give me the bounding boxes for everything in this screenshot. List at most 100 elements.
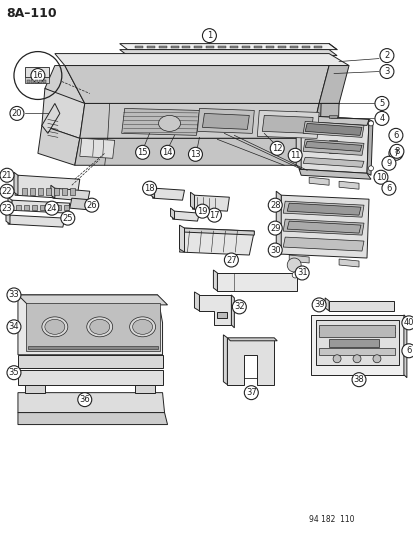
Polygon shape (152, 188, 184, 200)
Polygon shape (213, 270, 217, 291)
Polygon shape (304, 141, 361, 151)
Circle shape (268, 243, 282, 257)
Circle shape (379, 64, 393, 78)
Circle shape (244, 386, 258, 400)
Polygon shape (328, 125, 336, 128)
Polygon shape (328, 140, 336, 143)
Polygon shape (172, 211, 199, 221)
Polygon shape (299, 116, 368, 125)
Polygon shape (202, 114, 249, 130)
Polygon shape (328, 150, 336, 154)
Polygon shape (42, 103, 60, 133)
Polygon shape (134, 46, 142, 47)
Circle shape (381, 156, 395, 170)
Circle shape (368, 166, 373, 171)
Circle shape (195, 204, 209, 218)
Polygon shape (290, 46, 297, 47)
Polygon shape (318, 348, 394, 355)
Bar (43, 79, 46, 83)
Circle shape (7, 366, 21, 379)
Text: 4: 4 (378, 114, 384, 123)
Circle shape (372, 355, 380, 363)
Circle shape (31, 69, 45, 83)
Polygon shape (313, 46, 321, 47)
Text: 20: 20 (12, 109, 22, 118)
Circle shape (232, 300, 246, 314)
Polygon shape (80, 139, 114, 158)
Text: 37: 37 (245, 388, 256, 397)
Circle shape (373, 170, 387, 184)
Polygon shape (51, 185, 55, 198)
Polygon shape (42, 88, 85, 139)
Polygon shape (206, 46, 214, 47)
Text: 13: 13 (190, 150, 200, 159)
Circle shape (374, 96, 388, 110)
Polygon shape (179, 228, 254, 255)
Text: 94 182  110: 94 182 110 (309, 515, 354, 524)
Polygon shape (38, 125, 80, 165)
Circle shape (268, 221, 282, 235)
Polygon shape (18, 393, 164, 413)
Polygon shape (18, 295, 162, 355)
Ellipse shape (158, 116, 180, 131)
Circle shape (270, 141, 284, 155)
Polygon shape (199, 295, 231, 325)
Circle shape (7, 320, 21, 334)
Bar (40, 205, 45, 210)
Text: 14: 14 (162, 148, 172, 157)
Polygon shape (8, 215, 65, 227)
Polygon shape (254, 46, 262, 47)
Text: 22: 22 (2, 187, 12, 196)
Circle shape (202, 29, 216, 43)
Circle shape (142, 181, 156, 195)
Text: 7: 7 (392, 149, 398, 158)
Text: 5: 5 (378, 99, 384, 108)
Text: 11: 11 (289, 151, 300, 160)
Polygon shape (150, 185, 154, 198)
Text: 19: 19 (197, 207, 207, 216)
Circle shape (85, 198, 98, 212)
Circle shape (0, 168, 14, 182)
Bar (54, 188, 59, 195)
Polygon shape (289, 255, 309, 263)
Polygon shape (158, 46, 166, 47)
Text: 23: 23 (2, 204, 12, 213)
Polygon shape (328, 339, 378, 347)
Polygon shape (295, 111, 300, 169)
Polygon shape (328, 301, 393, 311)
Circle shape (374, 111, 388, 125)
Text: 33: 33 (9, 290, 19, 300)
Circle shape (368, 121, 373, 126)
Circle shape (352, 355, 360, 363)
Polygon shape (299, 169, 370, 179)
Text: 18: 18 (144, 184, 154, 193)
Bar (48, 205, 53, 210)
Circle shape (78, 393, 92, 407)
Circle shape (45, 201, 59, 215)
Text: 35: 35 (9, 368, 19, 377)
Text: 6: 6 (385, 184, 391, 193)
Polygon shape (170, 208, 174, 219)
Polygon shape (170, 46, 178, 47)
Polygon shape (282, 237, 363, 251)
Circle shape (7, 288, 21, 302)
Ellipse shape (42, 317, 68, 337)
Text: 40: 40 (403, 318, 413, 327)
Text: 6: 6 (405, 346, 411, 356)
Polygon shape (18, 413, 167, 425)
Polygon shape (119, 50, 336, 55)
Text: 36: 36 (79, 395, 90, 404)
Polygon shape (70, 198, 95, 210)
Polygon shape (282, 219, 363, 235)
Polygon shape (184, 228, 254, 235)
Polygon shape (26, 303, 159, 351)
Text: 9: 9 (385, 159, 391, 168)
Polygon shape (231, 295, 234, 328)
Polygon shape (223, 335, 227, 385)
Polygon shape (18, 370, 162, 385)
Bar (70, 188, 75, 195)
Polygon shape (301, 46, 309, 47)
Circle shape (294, 266, 309, 280)
Text: 24: 24 (47, 204, 57, 213)
Polygon shape (318, 66, 348, 103)
